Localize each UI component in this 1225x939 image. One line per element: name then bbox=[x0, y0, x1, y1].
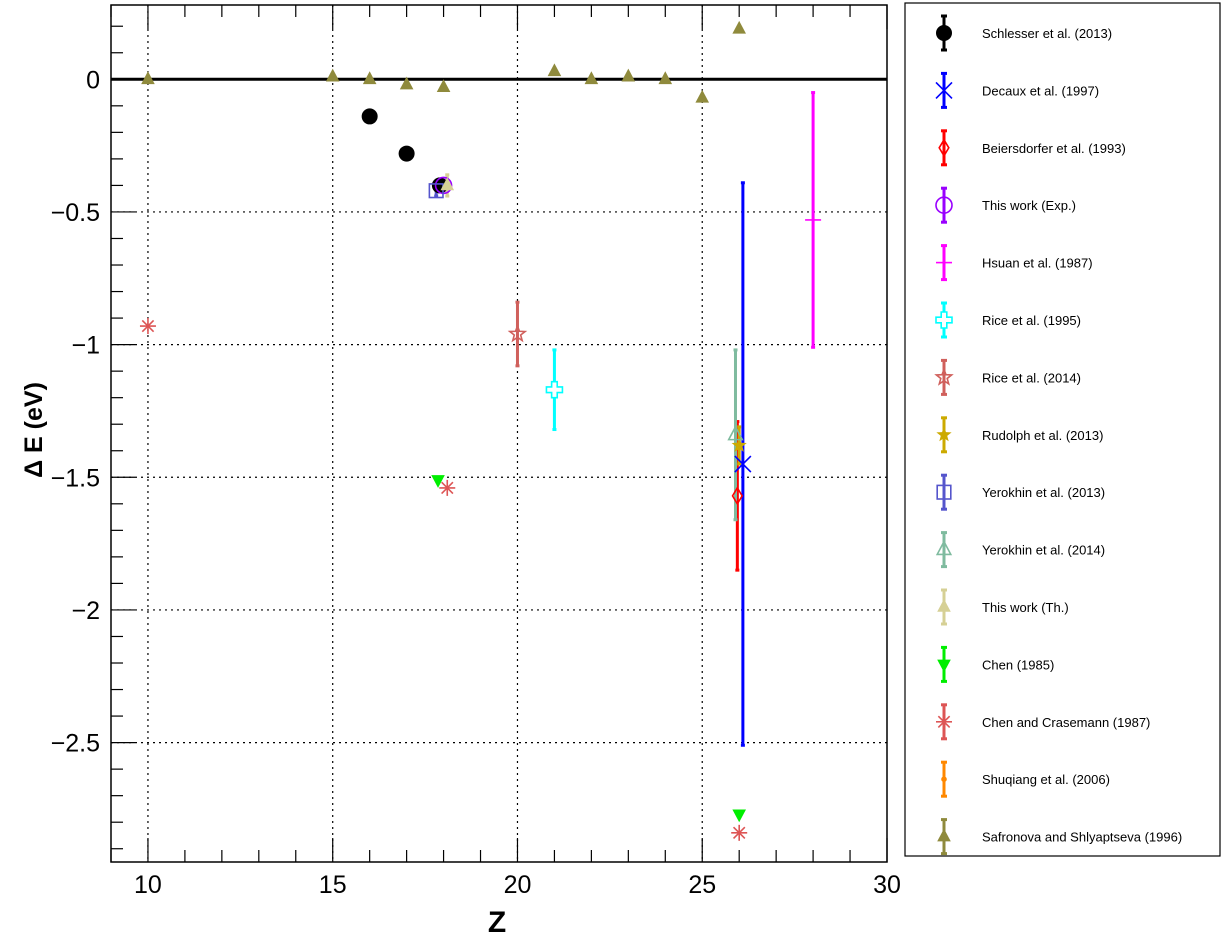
legend-item: Schlesser et al. (2013) bbox=[936, 14, 1112, 52]
plot-frame bbox=[110, 4, 888, 863]
legend-label: Yerokhin et al. (2013) bbox=[982, 485, 1105, 500]
data-point bbox=[398, 145, 415, 162]
legend: Schlesser et al. (2013) Decaux et al. (19… bbox=[934, 14, 1182, 856]
legend-item: Beiersdorfer et al. (1993) bbox=[938, 129, 1126, 167]
data-point bbox=[731, 824, 748, 841]
legend-item: This work (Th.) bbox=[937, 588, 1069, 626]
y-tick-label: −1.5 bbox=[51, 464, 100, 492]
legend-item: Safronova and Shlyaptseva (1996) bbox=[937, 818, 1182, 856]
legend-marker bbox=[936, 484, 952, 500]
legend-label: Chen and Crasemann (1987) bbox=[982, 715, 1150, 730]
data-point bbox=[658, 71, 673, 85]
data-point bbox=[732, 20, 746, 34]
legend-marker bbox=[936, 713, 952, 730]
legend-marker bbox=[938, 138, 950, 158]
legend-label: This work (Exp.) bbox=[982, 198, 1076, 213]
legend-label: Rice et al. (2014) bbox=[982, 370, 1081, 385]
x-tick-label: 20 bbox=[504, 871, 532, 899]
legend-marker bbox=[941, 776, 947, 782]
legend-marker bbox=[935, 539, 953, 556]
y-tick-label: −2.5 bbox=[51, 730, 100, 758]
y-tick-label: −2 bbox=[71, 597, 100, 625]
data-point bbox=[731, 437, 747, 452]
legend-marker bbox=[937, 659, 951, 673]
x-axis-title: Z bbox=[488, 906, 506, 939]
data-point bbox=[325, 68, 340, 82]
legend-marker bbox=[934, 367, 954, 386]
legend-box bbox=[904, 2, 1221, 857]
legend-label: Schlesser et al. (2013) bbox=[982, 26, 1112, 41]
data-point bbox=[361, 108, 378, 125]
legend-item: Hsuan et al. (1987) bbox=[936, 244, 1093, 282]
data-point bbox=[545, 380, 564, 399]
data-point bbox=[731, 486, 744, 506]
data-point bbox=[727, 425, 744, 441]
legend-label: Safronova and Shlyaptseva (1996) bbox=[982, 830, 1182, 845]
data-markers bbox=[139, 20, 822, 841]
data-point bbox=[732, 809, 746, 823]
y-tick-label: −0.5 bbox=[51, 199, 100, 227]
x-tick-label: 25 bbox=[688, 871, 716, 899]
legend-label: This work (Th.) bbox=[982, 600, 1069, 615]
x-tick-label: 15 bbox=[319, 871, 347, 899]
legend-item: Yerokhin et al. (2013) bbox=[936, 473, 1105, 511]
data-point bbox=[362, 71, 377, 85]
legend-label: Rudolph et al. (2013) bbox=[982, 428, 1103, 443]
data-point bbox=[139, 318, 156, 335]
y-tick-label: −1 bbox=[71, 332, 100, 360]
axes: 10 15 20 25 30 0 −0.5 −1 −1.5 −2 −2.5 bbox=[51, 5, 901, 899]
grid bbox=[111, 5, 887, 862]
data-point bbox=[399, 76, 414, 90]
data-point bbox=[584, 71, 599, 85]
data-point bbox=[440, 177, 455, 191]
legend-marker bbox=[937, 828, 951, 842]
data-point bbox=[436, 79, 451, 93]
legend-label: Chen (1985) bbox=[982, 657, 1054, 672]
legend-item: Rudolph et al. (2013) bbox=[936, 416, 1103, 454]
data-point bbox=[621, 68, 636, 82]
y-tick-label: 0 bbox=[86, 66, 100, 94]
data-point bbox=[439, 479, 456, 496]
legend-label: Yerokhin et al. (2014) bbox=[982, 543, 1105, 558]
legend-label: Beiersdorfer et al. (1993) bbox=[982, 141, 1126, 156]
legend-item: Chen (1985) bbox=[937, 645, 1054, 683]
data-point bbox=[805, 211, 822, 228]
legend-marker bbox=[936, 254, 952, 271]
legend-marker bbox=[935, 196, 953, 214]
legend-label: Rice et al. (1995) bbox=[982, 313, 1081, 328]
y-axis-title: Δ E (eV) bbox=[20, 382, 48, 478]
legend-marker bbox=[935, 81, 953, 99]
data-point bbox=[734, 455, 752, 473]
legend-item: Rice et al. (1995) bbox=[935, 301, 1081, 339]
data-point bbox=[695, 89, 710, 103]
x-tick-label: 10 bbox=[134, 871, 162, 899]
legend-item: This work (Exp.) bbox=[935, 186, 1076, 224]
legend-label: Shuqiang et al. (2006) bbox=[982, 772, 1110, 787]
legend-item: Yerokhin et al. (2014) bbox=[935, 531, 1105, 569]
data-point bbox=[428, 183, 444, 199]
legend-item: Rice et al. (2014) bbox=[934, 358, 1081, 396]
legend-item: Chen and Crasemann (1987) bbox=[936, 703, 1150, 741]
legend-marker bbox=[937, 599, 951, 612]
legend-label: Hsuan et al. (1987) bbox=[982, 256, 1093, 271]
data-point bbox=[141, 71, 155, 85]
data-point bbox=[547, 63, 562, 77]
data-point bbox=[507, 323, 528, 343]
error-bar bbox=[515, 300, 520, 368]
legend-label: Decaux et al. (1997) bbox=[982, 83, 1099, 98]
legend-marker bbox=[936, 25, 952, 41]
legend-item: Shuqiang et al. (2006) bbox=[941, 760, 1110, 798]
x-tick-label: 30 bbox=[873, 871, 901, 899]
legend-marker bbox=[935, 311, 953, 329]
data-point bbox=[431, 475, 445, 488]
legend-marker bbox=[936, 426, 952, 442]
legend-item: Decaux et al. (1997) bbox=[935, 71, 1099, 109]
